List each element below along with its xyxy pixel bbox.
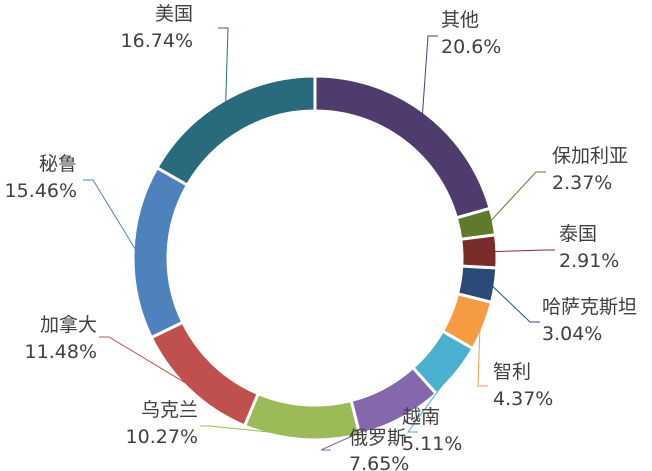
slice-value-label-6: 7.65% [349, 453, 409, 471]
slice-name-label-0: 其他 [441, 9, 479, 31]
leader-line-5 [407, 369, 454, 433]
slice-value-label-3: 3.04% [542, 323, 602, 345]
slice-9 [131, 165, 190, 340]
leader-line-6 [320, 414, 399, 451]
leader-line-7 [200, 425, 302, 437]
leader-line-9 [83, 179, 138, 253]
leader-line-8 [99, 336, 193, 388]
slice-value-label-7: 10.27% [126, 426, 198, 448]
slice-name-label-2: 泰国 [559, 223, 597, 245]
slice-value-label-4: 4.37% [493, 388, 553, 410]
slice-value-label-8: 11.48% [25, 341, 97, 363]
slice-name-label-5: 越南 [402, 406, 440, 428]
slice-value-label-9: 15.46% [5, 180, 77, 202]
slice-name-label-10: 美国 [155, 3, 193, 25]
slice-value-label-5: 5.11% [402, 433, 462, 455]
slice-value-label-0: 20.6% [441, 36, 501, 58]
slice-name-label-8: 加拿大 [40, 313, 97, 336]
leader-line-3 [490, 284, 540, 323]
slice-0 [313, 74, 492, 220]
leader-line-2 [492, 249, 555, 253]
slice-value-label-10: 16.74% [121, 30, 193, 52]
leader-line-4 [477, 324, 488, 387]
data-labels: 其他 20.6% 保加利亚 2.37% 泰国 2.91% 哈萨克斯坦 3.04% 智利 4.37%… [5, 3, 637, 471]
leader-lines [83, 27, 555, 451]
slice-value-label-1: 2.37% [552, 172, 612, 194]
slice-10 [154, 74, 317, 188]
slice-name-label-6: 俄罗斯 [349, 427, 406, 449]
slice-2 [459, 233, 499, 270]
leader-line-1 [489, 171, 546, 223]
slice-name-label-9: 秘鲁 [39, 153, 77, 175]
leader-line-10 [218, 27, 229, 105]
slice-name-label-7: 乌克兰 [141, 399, 198, 421]
slice-name-label-4: 智利 [493, 361, 531, 383]
slice-name-label-1: 保加利亚 [552, 145, 628, 167]
slice-value-label-2: 2.91% [559, 250, 619, 272]
slice-name-label-3: 哈萨克斯坦 [542, 296, 637, 318]
slice-7 [242, 391, 362, 442]
leader-line-0 [421, 35, 438, 117]
